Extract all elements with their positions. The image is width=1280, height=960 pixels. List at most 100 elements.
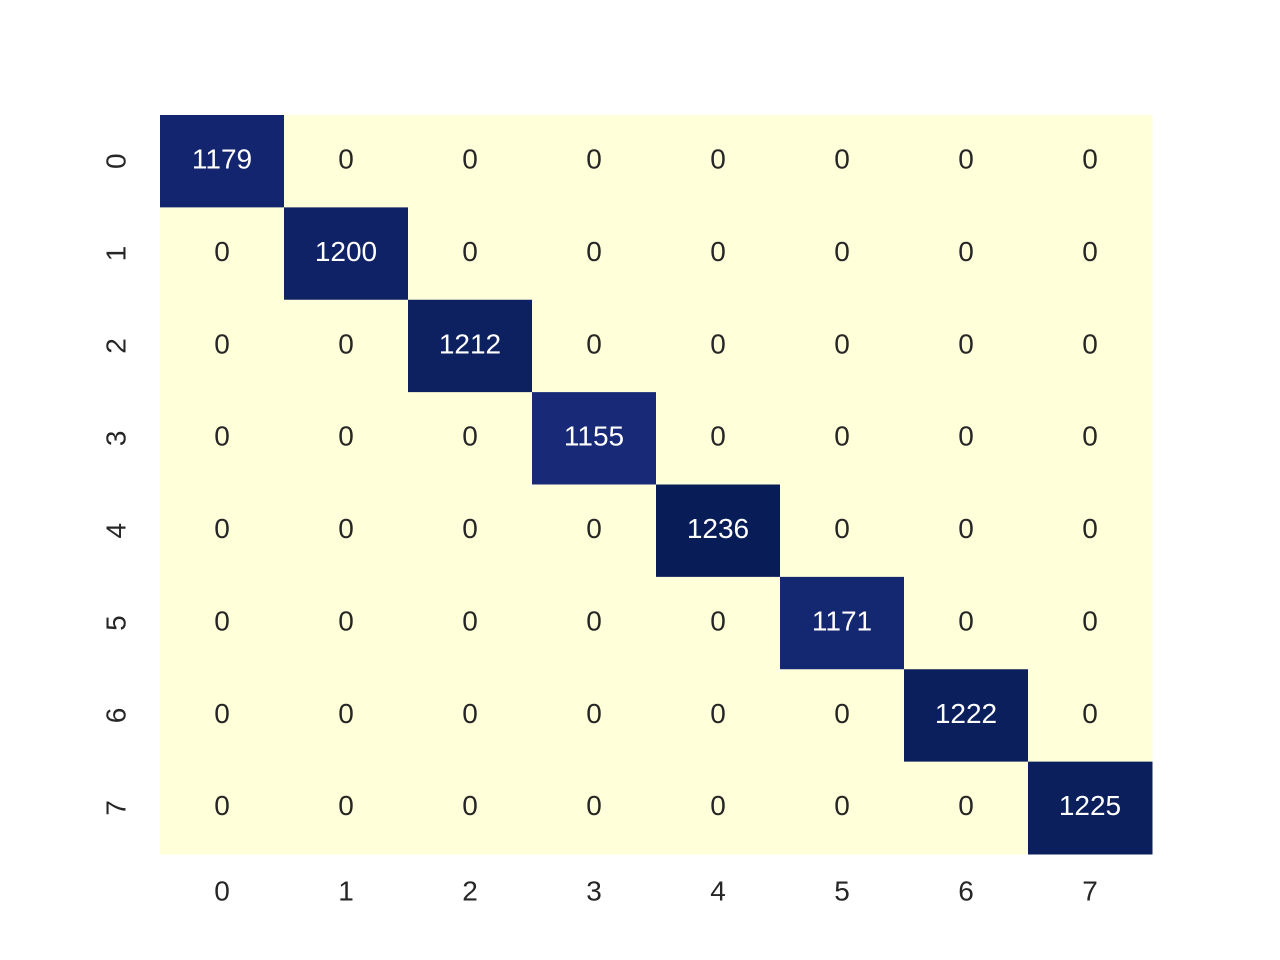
cell-label: 0 bbox=[1082, 421, 1098, 452]
cell-label: 1212 bbox=[439, 328, 501, 359]
x-tick-label: 5 bbox=[834, 875, 850, 906]
x-tick-label: 0 bbox=[214, 875, 230, 906]
cell-label: 0 bbox=[834, 513, 850, 544]
x-tick-label: 7 bbox=[1082, 875, 1098, 906]
cell-label: 0 bbox=[214, 328, 230, 359]
cell-label: 0 bbox=[586, 144, 602, 175]
cell-label: 0 bbox=[1082, 328, 1098, 359]
heatmap-cell bbox=[1028, 576, 1153, 670]
heatmap-cell bbox=[532, 207, 657, 301]
cell-label: 0 bbox=[214, 421, 230, 452]
heatmap-cell bbox=[284, 669, 409, 763]
heatmap-cell bbox=[780, 576, 905, 670]
cell-label: 0 bbox=[462, 421, 478, 452]
y-tick-label: 3 bbox=[100, 431, 131, 447]
y-tick-label: 0 bbox=[100, 153, 131, 169]
cell-label: 0 bbox=[958, 328, 974, 359]
heatmap-cell bbox=[656, 299, 781, 393]
heatmap-cell bbox=[408, 207, 533, 301]
heatmap-cell bbox=[408, 576, 533, 670]
cell-label: 0 bbox=[958, 605, 974, 636]
cell-label: 0 bbox=[338, 421, 354, 452]
heatmap-cell bbox=[160, 392, 285, 485]
heatmap-cell bbox=[160, 761, 285, 855]
cell-label: 0 bbox=[958, 513, 974, 544]
cell-label: 0 bbox=[1082, 513, 1098, 544]
cell-label: 0 bbox=[710, 236, 726, 267]
heatmap-cell bbox=[284, 392, 409, 485]
heatmap-cell bbox=[532, 392, 657, 485]
heatmap-cell bbox=[780, 207, 905, 301]
cell-label: 0 bbox=[462, 698, 478, 729]
heatmap-cell bbox=[408, 669, 533, 763]
cell-label: 0 bbox=[462, 605, 478, 636]
heatmap-cell bbox=[904, 392, 1029, 485]
cell-label: 0 bbox=[710, 144, 726, 175]
cell-label: 1179 bbox=[192, 144, 252, 175]
heatmap-cell bbox=[1028, 392, 1153, 485]
heatmap-cell bbox=[532, 669, 657, 763]
cell-label: 0 bbox=[338, 144, 354, 175]
heatmap-cell bbox=[656, 392, 781, 485]
cell-label: 0 bbox=[338, 790, 354, 821]
cell-label: 0 bbox=[958, 421, 974, 452]
heatmap-cell bbox=[656, 669, 781, 763]
heatmap-cell bbox=[1028, 484, 1153, 578]
cell-label: 0 bbox=[462, 236, 478, 267]
cell-label: 0 bbox=[586, 236, 602, 267]
y-tick-label: 6 bbox=[100, 708, 131, 724]
heatmap-cell bbox=[408, 392, 533, 485]
cell-label: 0 bbox=[710, 328, 726, 359]
cell-label: 1225 bbox=[1059, 790, 1121, 821]
cell-label: 0 bbox=[214, 236, 230, 267]
heatmap-cell bbox=[780, 484, 905, 578]
heatmap-cell bbox=[656, 576, 781, 670]
heatmap-cell bbox=[532, 576, 657, 670]
heatmap-cell bbox=[1028, 299, 1153, 393]
heatmap-cell bbox=[780, 669, 905, 763]
cell-label: 0 bbox=[462, 790, 478, 821]
cell-label: 0 bbox=[462, 144, 478, 175]
x-tick-label: 6 bbox=[958, 875, 974, 906]
cell-label: 0 bbox=[1082, 236, 1098, 267]
cell-label: 1155 bbox=[564, 421, 624, 452]
cell-label: 0 bbox=[834, 328, 850, 359]
heatmap-cell bbox=[532, 484, 657, 578]
heatmap-cell bbox=[656, 207, 781, 301]
heatmap-cell bbox=[284, 115, 409, 208]
cell-label: 1171 bbox=[812, 605, 872, 636]
cell-label: 0 bbox=[834, 421, 850, 452]
heatmap-cell bbox=[160, 207, 285, 301]
heatmap-cell bbox=[904, 761, 1029, 855]
cell-label: 0 bbox=[958, 236, 974, 267]
heatmap-cell bbox=[656, 115, 781, 208]
cell-label: 0 bbox=[586, 605, 602, 636]
heatmap-cell bbox=[904, 299, 1029, 393]
cell-label: 0 bbox=[338, 328, 354, 359]
cell-label: 0 bbox=[338, 605, 354, 636]
y-tick-label: 7 bbox=[100, 800, 131, 816]
cell-label: 0 bbox=[958, 144, 974, 175]
cell-label: 0 bbox=[586, 790, 602, 821]
cell-label: 0 bbox=[586, 698, 602, 729]
heatmap-cell bbox=[284, 207, 409, 301]
cell-label: 0 bbox=[338, 698, 354, 729]
heatmap-cell bbox=[160, 115, 285, 208]
cell-label: 0 bbox=[958, 790, 974, 821]
heatmap-cell bbox=[284, 576, 409, 670]
cell-label: 0 bbox=[214, 513, 230, 544]
y-tick-label: 1 bbox=[100, 246, 131, 262]
heatmap-cell bbox=[160, 299, 285, 393]
heatmap-cell bbox=[532, 761, 657, 855]
heatmap-cell bbox=[780, 115, 905, 208]
heatmap-cell bbox=[780, 392, 905, 485]
cell-label: 0 bbox=[214, 790, 230, 821]
cell-label: 0 bbox=[1082, 698, 1098, 729]
cell-label: 0 bbox=[710, 698, 726, 729]
x-tick-label: 1 bbox=[338, 875, 354, 906]
heatmap-cell bbox=[160, 484, 285, 578]
heatmap-cell bbox=[532, 115, 657, 208]
heatmap-cell bbox=[780, 761, 905, 855]
heatmap-cell bbox=[904, 669, 1029, 763]
